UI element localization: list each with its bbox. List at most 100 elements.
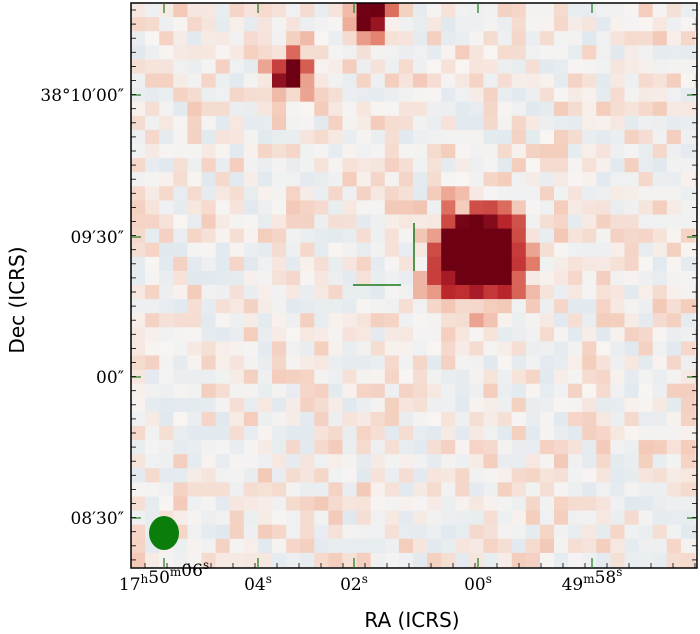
heatmap-cell xyxy=(257,510,273,526)
heatmap-cell xyxy=(525,369,541,385)
heatmap-cell xyxy=(286,3,301,18)
heatmap-cell xyxy=(187,313,202,328)
heatmap-cell xyxy=(582,510,597,526)
heatmap-cell xyxy=(243,327,259,342)
heatmap-cell xyxy=(215,144,231,159)
heatmap-cell xyxy=(131,73,146,89)
heatmap-cell xyxy=(582,214,597,230)
heatmap-cell xyxy=(257,397,273,413)
heatmap-cell xyxy=(229,158,245,173)
heatmap-cell xyxy=(610,172,625,187)
heatmap-cell xyxy=(652,45,668,60)
heatmap-cell xyxy=(624,355,640,371)
heatmap-cell xyxy=(469,411,484,427)
heatmap-cell xyxy=(300,299,315,314)
heatmap-cell xyxy=(342,73,358,89)
heatmap-cell xyxy=(215,510,231,526)
heatmap-cell xyxy=(356,496,372,512)
heatmap-cell xyxy=(201,397,217,413)
heatmap-cell xyxy=(568,552,583,568)
heatmap-cell xyxy=(356,355,372,371)
heatmap-cell xyxy=(328,59,343,74)
heatmap-cell xyxy=(215,73,231,89)
heatmap-cell xyxy=(229,186,245,201)
heatmap-cell xyxy=(300,552,315,568)
heatmap-cell xyxy=(229,228,245,244)
heatmap-cell xyxy=(159,341,174,356)
heatmap-cell xyxy=(328,115,343,131)
heatmap-cell xyxy=(582,129,597,145)
heatmap-cell xyxy=(680,299,696,314)
heatmap-cell xyxy=(497,31,513,46)
heatmap-cell xyxy=(525,510,541,526)
heatmap-cell xyxy=(441,214,456,230)
heatmap-cell xyxy=(497,214,513,230)
heatmap-cell xyxy=(455,144,470,159)
heatmap-cell xyxy=(314,59,329,74)
heatmap-cell xyxy=(413,87,428,103)
heatmap-cell xyxy=(257,158,273,173)
heatmap-cell xyxy=(314,17,329,32)
heatmap-cell xyxy=(173,454,188,469)
heatmap-cell xyxy=(300,510,315,526)
heatmap-cell xyxy=(328,45,343,60)
heatmap-cell xyxy=(187,59,202,74)
heatmap-cell xyxy=(131,327,146,342)
heatmap-cell xyxy=(624,468,640,483)
heatmap-cell xyxy=(159,129,174,145)
heatmap-cell xyxy=(286,31,301,46)
heatmap-cell xyxy=(469,115,484,131)
heatmap-cell xyxy=(497,341,513,356)
heatmap-cell xyxy=(469,3,484,18)
heatmap-cell xyxy=(511,31,527,46)
heatmap-cell xyxy=(257,482,273,497)
heatmap-cell xyxy=(257,200,273,215)
heatmap-cell xyxy=(427,158,442,173)
heatmap-cell xyxy=(370,397,386,413)
heatmap-cell xyxy=(286,200,301,215)
heatmap-cell xyxy=(300,214,315,230)
heatmap-cell xyxy=(638,341,654,356)
heatmap-cell xyxy=(483,270,499,286)
heatmap-cell xyxy=(342,496,358,512)
heatmap-cell xyxy=(201,242,217,258)
heatmap-cell xyxy=(413,552,428,568)
heatmap-cell xyxy=(652,313,668,328)
heatmap-cell xyxy=(286,270,301,286)
heatmap-cell xyxy=(469,426,484,441)
heatmap-cell xyxy=(568,3,583,18)
heatmap-cell xyxy=(596,144,611,159)
heatmap-cell xyxy=(624,256,640,272)
heatmap-cell xyxy=(159,31,174,46)
heatmap-cell xyxy=(131,426,146,441)
heatmap-cell xyxy=(300,313,315,328)
heatmap-cell xyxy=(568,172,583,187)
heatmap-cell xyxy=(441,87,456,103)
heatmap-cell xyxy=(145,186,160,201)
heatmap-cell xyxy=(652,468,668,483)
heatmap-cell xyxy=(666,411,682,427)
heatmap-cell xyxy=(638,313,654,328)
heatmap-cell xyxy=(554,538,569,554)
heatmap-cell xyxy=(610,496,625,512)
heatmap-cell xyxy=(610,369,625,385)
heatmap-cell xyxy=(131,256,146,272)
heatmap-cell xyxy=(455,299,470,314)
heatmap-cell xyxy=(286,299,301,314)
heatmap-cell xyxy=(328,31,343,46)
heatmap-cell xyxy=(314,172,329,187)
heatmap-cell xyxy=(539,510,555,526)
heatmap-cell xyxy=(666,17,682,32)
heatmap-cell xyxy=(215,101,231,117)
heatmap-cell xyxy=(173,186,188,201)
heatmap-cell xyxy=(145,552,160,568)
heatmap-cell xyxy=(201,524,217,540)
heatmap-cell xyxy=(314,242,329,258)
heatmap-cell xyxy=(370,411,386,427)
heatmap-cell xyxy=(610,101,625,117)
heatmap-cell xyxy=(370,383,386,399)
heatmap-cell xyxy=(427,341,442,356)
heatmap-cell xyxy=(568,59,583,74)
heatmap-cell xyxy=(624,454,640,469)
heatmap-cell xyxy=(427,172,442,187)
